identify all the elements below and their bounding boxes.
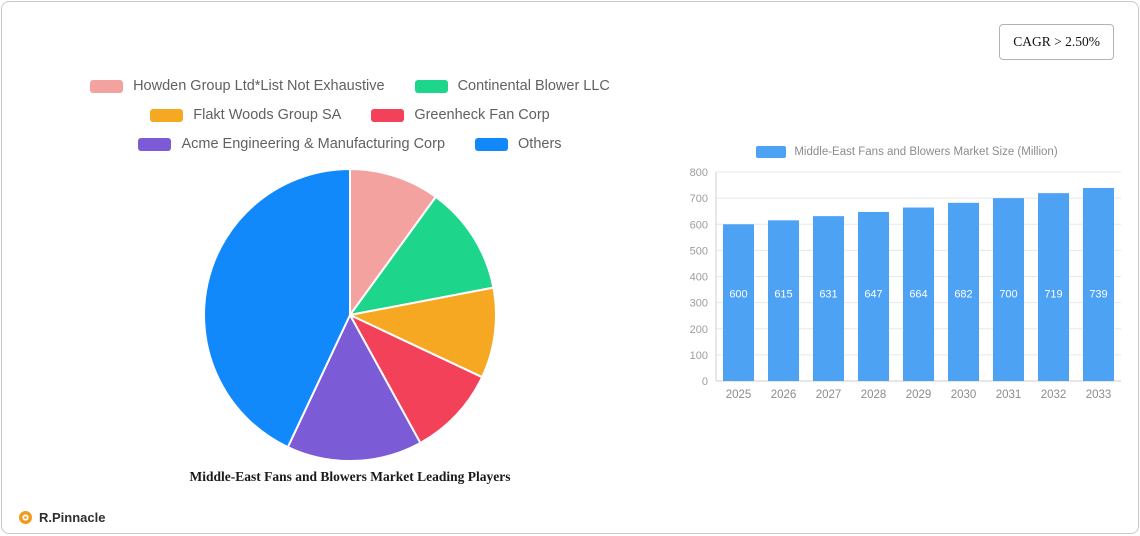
x-axis-tick-label: 2029 (906, 389, 932, 401)
x-axis-tick-label: 2031 (996, 389, 1022, 401)
logo: R.Pinnacle (18, 510, 105, 525)
bar-2029[interactable] (903, 207, 934, 381)
pie-legend-row: Howden Group Ltd*List Not Exhaustive Cont… (30, 78, 670, 94)
pie-legend-row: Acme Engineering & Manufacturing Corp Oth… (30, 136, 670, 152)
legend-swatch (371, 108, 405, 122)
legend-swatch (414, 79, 448, 93)
y-axis-tick-label: 800 (690, 167, 708, 179)
bar-value-label: 664 (909, 288, 927, 300)
x-axis-tick-label: 2027 (816, 389, 842, 401)
pie-slice-3[interactable] (349, 314, 484, 444)
bar-value-label: 739 (1089, 288, 1107, 300)
pie-slice-1[interactable] (349, 195, 495, 316)
bar-value-label: 682 (954, 288, 972, 300)
pie-legend: Howden Group Ltd*List Not Exhaustive Cont… (30, 78, 670, 165)
bar-2030[interactable] (948, 202, 979, 381)
legend-label: Others (518, 136, 562, 152)
legend-label: Acme Engineering & Manufacturing Corp (181, 136, 446, 152)
bar-value-label: 615 (774, 288, 792, 300)
logo-icon (19, 511, 32, 524)
pie-chart-svg (203, 168, 497, 462)
pie-chart-title: Middle-East Fans and Blowers Market Lead… (189, 469, 511, 484)
bar-value-label: 700 (999, 288, 1017, 300)
x-axis-tick-label: 2033 (1086, 389, 1112, 401)
bar-2027[interactable] (813, 216, 844, 381)
y-axis-tick-label: 500 (690, 245, 708, 257)
x-axis-tick-label: 2028 (861, 389, 887, 401)
x-axis-tick-label: 2032 (1041, 389, 1067, 401)
bar-value-label: 631 (819, 288, 837, 300)
bar-chart-legend[interactable]: Middle-East Fans and Blowers Market Size… (682, 144, 1132, 160)
cagr-badge: CAGR > 2.50% (999, 24, 1114, 60)
pie-slice-0[interactable] (349, 168, 437, 316)
legend-swatch (150, 108, 184, 122)
legend-label: Greenheck Fan Corp (414, 107, 550, 123)
bar-2031[interactable] (993, 198, 1024, 382)
legend-item-2[interactable]: Flakt Woods Group SA (150, 107, 341, 123)
y-axis-tick-label: 400 (690, 272, 708, 284)
pie-slice-5[interactable] (203, 168, 351, 449)
logo-text: R.Pinnacle (39, 510, 106, 525)
bar-2025[interactable] (723, 224, 754, 381)
pie-slice-2[interactable] (349, 286, 497, 379)
legend-swatch (138, 137, 172, 151)
bar-value-label: 600 (729, 288, 747, 300)
legend-swatch (475, 137, 509, 151)
y-axis-tick-label: 700 (690, 193, 708, 205)
legend-label: Continental Blower LLC (457, 78, 610, 94)
legend-item-4[interactable]: Acme Engineering & Manufacturing Corp (138, 136, 445, 152)
bar-legend-swatch (756, 146, 787, 158)
bar-2026[interactable] (768, 220, 799, 381)
pie-slice-4[interactable] (286, 314, 422, 462)
bar-2028[interactable] (858, 211, 889, 381)
legend-label: Howden Group Ltd*List Not Exhaustive (133, 78, 385, 94)
x-axis-tick-label: 2026 (771, 389, 797, 401)
legend-item-0[interactable]: Howden Group Ltd*List Not Exhaustive (90, 78, 385, 94)
bar-legend-label: Middle-East Fans and Blowers Market Size… (794, 146, 1058, 158)
bar-2033[interactable] (1083, 187, 1114, 381)
y-axis-tick-label: 0 (702, 376, 708, 388)
bar-chart-svg: 0 100 200 300 400 500 600 700 800 600 2025 615 2026 6… (690, 167, 1121, 401)
legend-item-5[interactable]: Others (475, 136, 562, 152)
pie-legend-row: Flakt Woods Group SA Greenheck Fan Corp (30, 107, 670, 123)
bar-value-label: 719 (1044, 288, 1062, 300)
y-axis-tick-label: 300 (690, 298, 708, 310)
legend-swatch (90, 79, 124, 93)
x-axis-tick-label: 2030 (951, 389, 977, 401)
pie-chart (200, 165, 500, 465)
bar-value-label: 647 (864, 288, 882, 300)
bar-chart: Middle-East Fans and Blowers Market Size… (682, 144, 1132, 414)
legend-label: Flakt Woods Group SA (193, 107, 342, 123)
y-axis-tick-label: 100 (690, 350, 708, 362)
y-axis-tick-label: 200 (690, 324, 708, 336)
legend-item-3[interactable]: Greenheck Fan Corp (371, 107, 550, 123)
legend-item-1[interactable]: Continental Blower LLC (414, 78, 610, 94)
y-axis-tick-label: 600 (690, 219, 708, 231)
bar-2032[interactable] (1038, 193, 1069, 381)
x-axis-tick-label: 2025 (726, 389, 752, 401)
